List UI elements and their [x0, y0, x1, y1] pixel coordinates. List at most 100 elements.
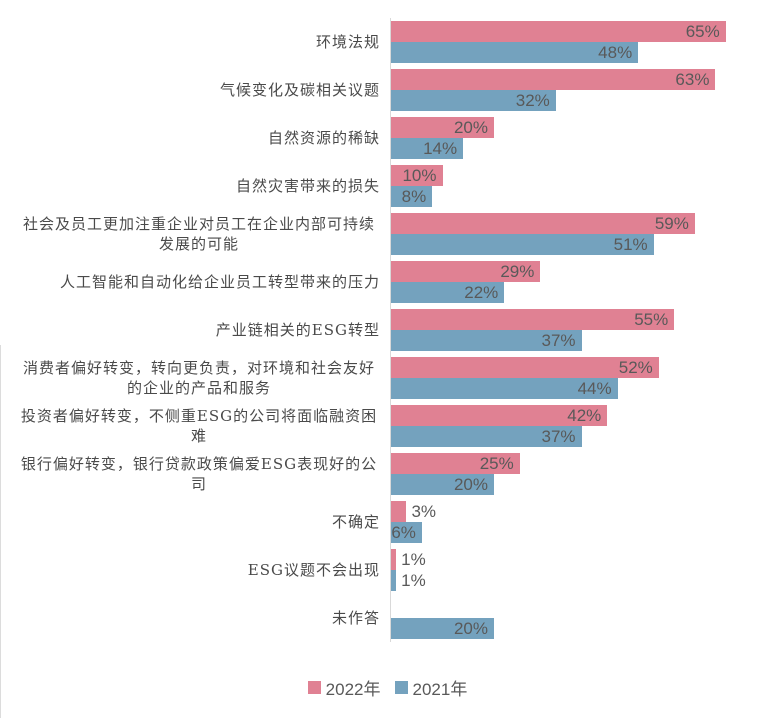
bar-slot: 51% — [391, 234, 775, 255]
chart-row: 环境法规 65% 48% — [0, 18, 775, 66]
legend: 2022年 2021年 — [0, 675, 775, 700]
value-label: 20% — [453, 117, 488, 137]
category-label: 不确定 — [331, 512, 380, 531]
value-label: 20% — [453, 618, 488, 638]
value-label: 6% — [391, 522, 416, 542]
bar-chart: 环境法规 65% 48% 气候变化及碳相关议题 63% 32% 自然资源的稀缺 20% 14% 自… — [0, 18, 775, 642]
bar-2022: 29% — [391, 261, 541, 282]
bar-slot: 20% — [391, 474, 775, 495]
category-label: 投资者偏好转变，不侧重ESG的公司将面临融资困难 — [20, 406, 378, 445]
bar-slot: 55% — [391, 309, 775, 330]
bar-slot: 6% — [391, 522, 775, 543]
value-label: 51% — [613, 234, 648, 254]
value-label: 1% — [401, 549, 426, 569]
chart-row: 自然灾害带来的损失 10% 8% — [0, 162, 775, 210]
value-label: 20% — [453, 474, 488, 494]
category-label: 产业链相关的ESG转型 — [215, 320, 380, 339]
legend-label: 2021年 — [412, 679, 468, 699]
bar-2021: 20% — [391, 474, 494, 495]
chart-row: 未作答 20% — [0, 594, 775, 642]
legend-swatch-icon — [394, 680, 408, 694]
value-label: 32% — [515, 90, 550, 110]
bar-group: 55% 37% — [390, 306, 775, 354]
bar-group: 59% 51% — [390, 210, 775, 258]
bar-2021: 32% — [391, 90, 556, 111]
category-label: 环境法规 — [315, 32, 380, 51]
bar-2021: 20% — [391, 618, 494, 639]
value-label: 44% — [577, 378, 612, 398]
bar-2021: 1% — [391, 570, 426, 591]
bar-2022: 20% — [391, 117, 494, 138]
value-label: 25% — [479, 453, 514, 473]
bar-group: 20% 14% — [390, 114, 775, 162]
chart-row: 气候变化及碳相关议题 63% 32% — [0, 66, 775, 114]
bar-2021: 37% — [391, 426, 582, 447]
value-label: 8% — [401, 186, 427, 206]
chart-row: 产业链相关的ESG转型 55% 37% — [0, 306, 775, 354]
value-label: 65% — [685, 21, 720, 41]
category-label: 气候变化及碳相关议题 — [219, 80, 380, 99]
value-label: 29% — [500, 261, 535, 281]
bar-2021: 48% — [391, 42, 639, 63]
bar-slot: 20% — [391, 117, 775, 138]
category-label: 未作答 — [331, 608, 380, 627]
bar-slot — [391, 597, 775, 618]
value-label: 42% — [567, 405, 602, 425]
chart-row: ESG议题不会出现 1% 1% — [0, 546, 775, 594]
chart-row: 社会及员工更加注重企业对员工在企业内部可持续发展的可能 59% 51% — [0, 210, 775, 258]
bar-slot: 22% — [391, 282, 775, 303]
bar-group: 1% 1% — [390, 546, 775, 594]
bar-slot: 37% — [391, 426, 775, 447]
value-label: 52% — [618, 357, 653, 377]
chart-row: 不确定 3% 6% — [0, 498, 775, 546]
bar-group: 25% 20% — [390, 450, 775, 498]
bar-slot: 8% — [391, 186, 775, 207]
bar-2022: 25% — [391, 453, 520, 474]
chart-row: 自然资源的稀缺 20% 14% — [0, 114, 775, 162]
bar-slot: 20% — [391, 618, 775, 639]
bar-slot: 1% — [391, 549, 775, 570]
value-label: 37% — [541, 330, 576, 350]
bar-slot: 59% — [391, 213, 775, 234]
value-label: 14% — [423, 138, 458, 158]
value-label: 63% — [675, 69, 710, 89]
value-label: 10% — [402, 165, 437, 185]
bar-slot: 25% — [391, 453, 775, 474]
bar-slot: 44% — [391, 378, 775, 399]
category-label: 消费者偏好转变，转向更负责，对环境和社会友好的企业的产品和服务 — [22, 358, 375, 397]
chart-row: 投资者偏好转变，不侧重ESG的公司将面临融资困难 42% 37% — [0, 402, 775, 450]
bar-group: 29% 22% — [390, 258, 775, 306]
bar-slot: 3% — [391, 501, 775, 522]
bar-group: 65% 48% — [390, 18, 775, 66]
legend-item: 2022年 — [307, 675, 381, 700]
value-label: 22% — [464, 282, 499, 302]
bar-2022: 42% — [391, 405, 608, 426]
bar-slot: 52% — [391, 357, 775, 378]
bar-2022: 52% — [391, 357, 659, 378]
bar-2021: 6% — [391, 522, 422, 543]
bar-2022: 59% — [391, 213, 695, 234]
chart-row: 人工智能和自动化给企业员工转型带来的压力 29% 22% — [0, 258, 775, 306]
category-label: 自然资源的稀缺 — [267, 128, 380, 147]
bar-slot: 65% — [391, 21, 775, 42]
bar-2022: 55% — [391, 309, 675, 330]
bar-group: 63% 32% — [390, 66, 775, 114]
category-label: 银行偏好转变，银行贷款政策偏爱ESG表现好的公司 — [20, 454, 378, 493]
bar-2021: 51% — [391, 234, 654, 255]
category-label: 自然灾害带来的损失 — [235, 176, 380, 195]
category-label: 社会及员工更加注重企业对员工在企业内部可持续发展的可能 — [22, 214, 375, 253]
plot-rows: 环境法规 65% 48% 气候变化及碳相关议题 63% 32% 自然资源的稀缺 20% 14% 自… — [0, 18, 775, 642]
bar-group: 42% 37% — [390, 402, 775, 450]
category-label: 人工智能和自动化给企业员工转型带来的压力 — [59, 272, 380, 291]
bar-group: 20% — [390, 594, 775, 642]
value-label: 37% — [541, 426, 576, 446]
chart-row: 银行偏好转变，银行贷款政策偏爱ESG表现好的公司 25% 20% — [0, 450, 775, 498]
bar-group: 3% 6% — [390, 498, 775, 546]
bar-2021: 14% — [391, 138, 464, 159]
category-label: ESG议题不会出现 — [247, 560, 380, 579]
bar-2022: 3% — [391, 501, 436, 522]
value-label: 1% — [401, 570, 426, 590]
bar-2022: 10% — [391, 165, 443, 186]
bar-2021: 8% — [391, 186, 433, 207]
value-label: 48% — [598, 42, 633, 62]
